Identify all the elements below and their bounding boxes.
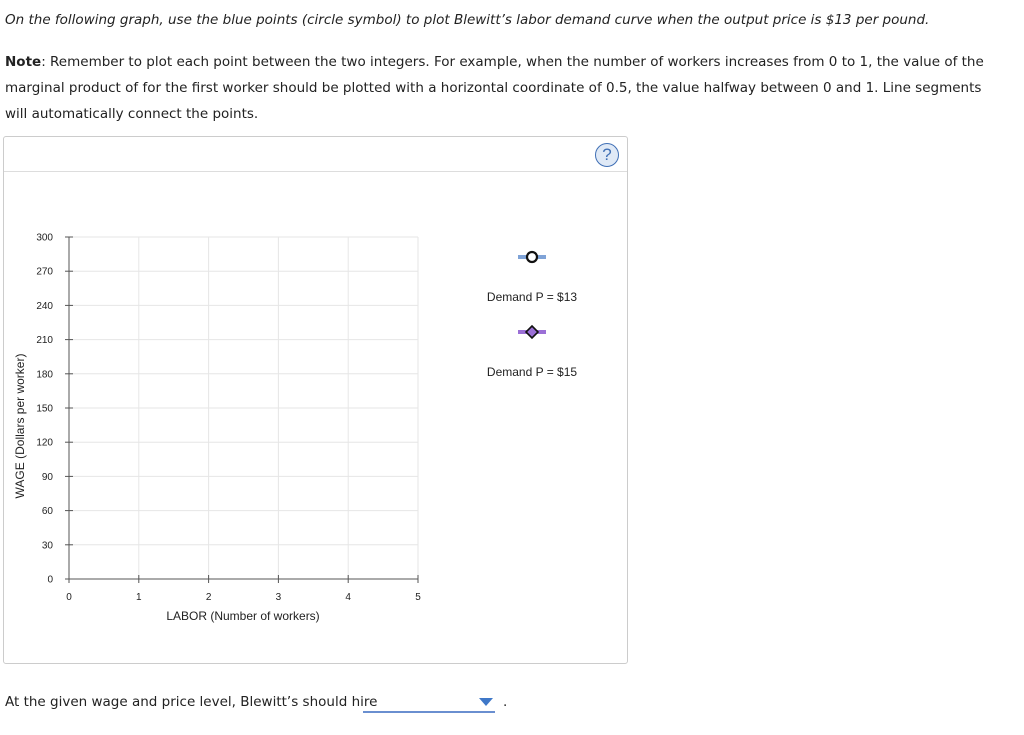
- legend-demand-p13[interactable]: Demand P = $13: [487, 250, 578, 304]
- circle-marker-icon: [525, 250, 539, 264]
- x-tick-label: 5: [415, 592, 421, 603]
- graph-panel: ? 300 270 240 210 180 150 120 90 60 30 0 0 1 2 3 4 5 Dem…: [3, 136, 628, 664]
- note-label: Note: [5, 54, 42, 70]
- question-text: At the given wage and price level, Blewi…: [5, 694, 378, 710]
- legend-demand-p15[interactable]: Demand P = $15: [487, 324, 578, 379]
- instruction-text: On the following graph, use the blue poi…: [5, 12, 930, 28]
- help-icon[interactable]: ?: [595, 143, 619, 167]
- graph-toolbar: ?: [4, 137, 627, 172]
- diamond-marker-icon: [524, 324, 540, 340]
- y-tick-label: 0: [47, 575, 53, 586]
- y-axis-label: WAGE (Dollars per worker): [13, 354, 27, 499]
- x-tick-label: 4: [345, 592, 351, 603]
- x-tick-label: 2: [206, 592, 212, 603]
- y-tick-label: 90: [42, 472, 54, 483]
- x-tick-label: 0: [66, 592, 72, 603]
- y-tick-label: 120: [36, 438, 53, 449]
- y-tick-label: 240: [36, 301, 53, 312]
- legend-label: Demand P = $13: [487, 290, 578, 304]
- legend-label: Demand P = $15: [487, 365, 578, 379]
- note-text: : Remember to plot each point between th…: [5, 54, 984, 122]
- y-tick-label: 270: [36, 267, 53, 278]
- workers-dropdown[interactable]: [363, 693, 495, 713]
- x-tick-label: 3: [276, 592, 282, 603]
- x-axis-label: LABOR (Number of workers): [166, 609, 319, 623]
- y-tick-label: 30: [42, 540, 54, 551]
- y-tick-label: 150: [36, 404, 53, 415]
- y-tick-label: 210: [36, 335, 53, 346]
- period-text: .: [503, 694, 508, 710]
- chevron-down-icon: [479, 698, 493, 706]
- note-paragraph: Note: Remember to plot each point betwee…: [5, 49, 1005, 127]
- y-tick-label: 300: [36, 233, 53, 244]
- y-tick-label: 60: [42, 506, 54, 517]
- y-tick-label: 180: [36, 369, 53, 380]
- x-tick-label: 1: [136, 592, 142, 603]
